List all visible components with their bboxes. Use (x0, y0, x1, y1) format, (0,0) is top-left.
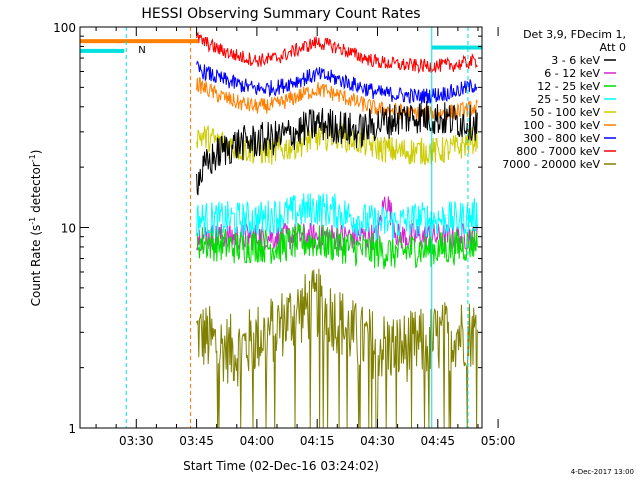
x-tick-label: 05:00 (481, 434, 516, 448)
legend-entry: 6 - 12 keV (544, 67, 600, 80)
plot-area: N (80, 27, 482, 429)
y-axis-label: Count Rate (s-1 detector-1) (28, 150, 43, 307)
footer-timestamp: 4-Dec-2017 13:00 (571, 468, 634, 476)
series-line-6 (196, 60, 478, 105)
legend-entry: 7000 - 20000 keV (502, 158, 600, 171)
y-tick-label: 100 (53, 21, 76, 35)
flag-bar-night (80, 48, 125, 53)
y-tick-label: 1 (68, 422, 76, 436)
x-tick-label: 03:45 (179, 434, 214, 448)
legend-entry: 25 - 50 keV (537, 93, 600, 106)
series-line-7 (196, 31, 478, 74)
flag-label-night: N (138, 45, 145, 56)
x-tick-label: 04:30 (360, 434, 395, 448)
x-tick-label: 04:45 (420, 434, 455, 448)
flag-bar-night-end (431, 45, 482, 50)
legend-entry: 100 - 300 keV (523, 119, 600, 132)
legend-entry: 300 - 800 keV (523, 132, 600, 145)
series-line-3 (196, 193, 478, 241)
x-tick-label: 04:15 (300, 434, 335, 448)
legend-entry: 12 - 25 keV (537, 80, 600, 93)
axes: 03:30 03:45 04:00 04:15 04:30 04:45 05:00 1 10 10… (53, 21, 515, 448)
x-tick-label: 03:30 (119, 434, 154, 448)
x-tick-label: 04:00 (240, 434, 275, 448)
y-tick-label: 10 (61, 222, 76, 236)
x-axis-label: Start Time (02-Dec-16 03:24:02) (183, 459, 379, 473)
chart-title: HESSI Observing Summary Count Rates (141, 6, 420, 22)
series-line-0 (196, 100, 478, 196)
legend-header: Att 0 (600, 41, 626, 54)
flag-bar-saa (80, 39, 199, 44)
series-line-8 (196, 268, 478, 429)
series-line-5 (196, 77, 478, 122)
legend-header: Det 3,9, FDecim 1, (523, 28, 626, 41)
legend-entry: 50 - 100 keV (530, 106, 600, 119)
series-line-2 (196, 222, 478, 270)
legend-entry: 800 - 7000 keV (516, 145, 600, 158)
legend-entry: 3 - 6 keV (551, 54, 600, 67)
